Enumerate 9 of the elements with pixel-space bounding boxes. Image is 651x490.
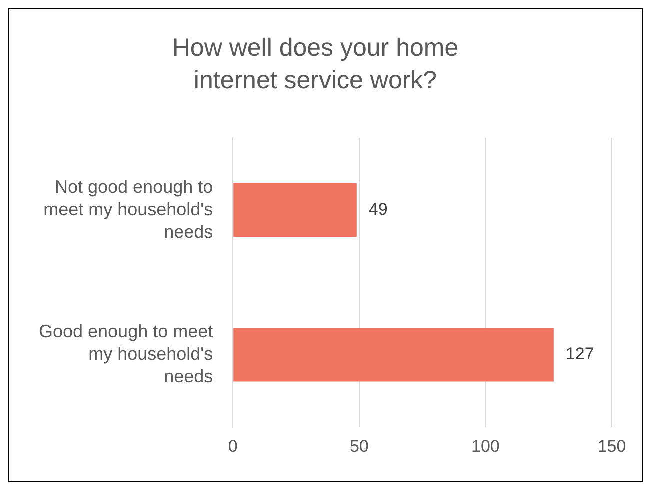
y-tick-label: Good enough to meet my household's needs: [38, 321, 214, 386]
chart-title: How well does your home internet service work?: [172, 34, 459, 95]
x-tick-label: 50: [350, 437, 369, 456]
data-label: 49: [368, 200, 388, 219]
x-tick-label: 100: [472, 437, 500, 456]
x-tick-label: 150: [598, 437, 626, 456]
data-label: 127: [566, 344, 594, 364]
y-tick-label: Not good enough to meet my household's needs: [44, 176, 214, 242]
x-tick-label: 0: [228, 437, 238, 456]
